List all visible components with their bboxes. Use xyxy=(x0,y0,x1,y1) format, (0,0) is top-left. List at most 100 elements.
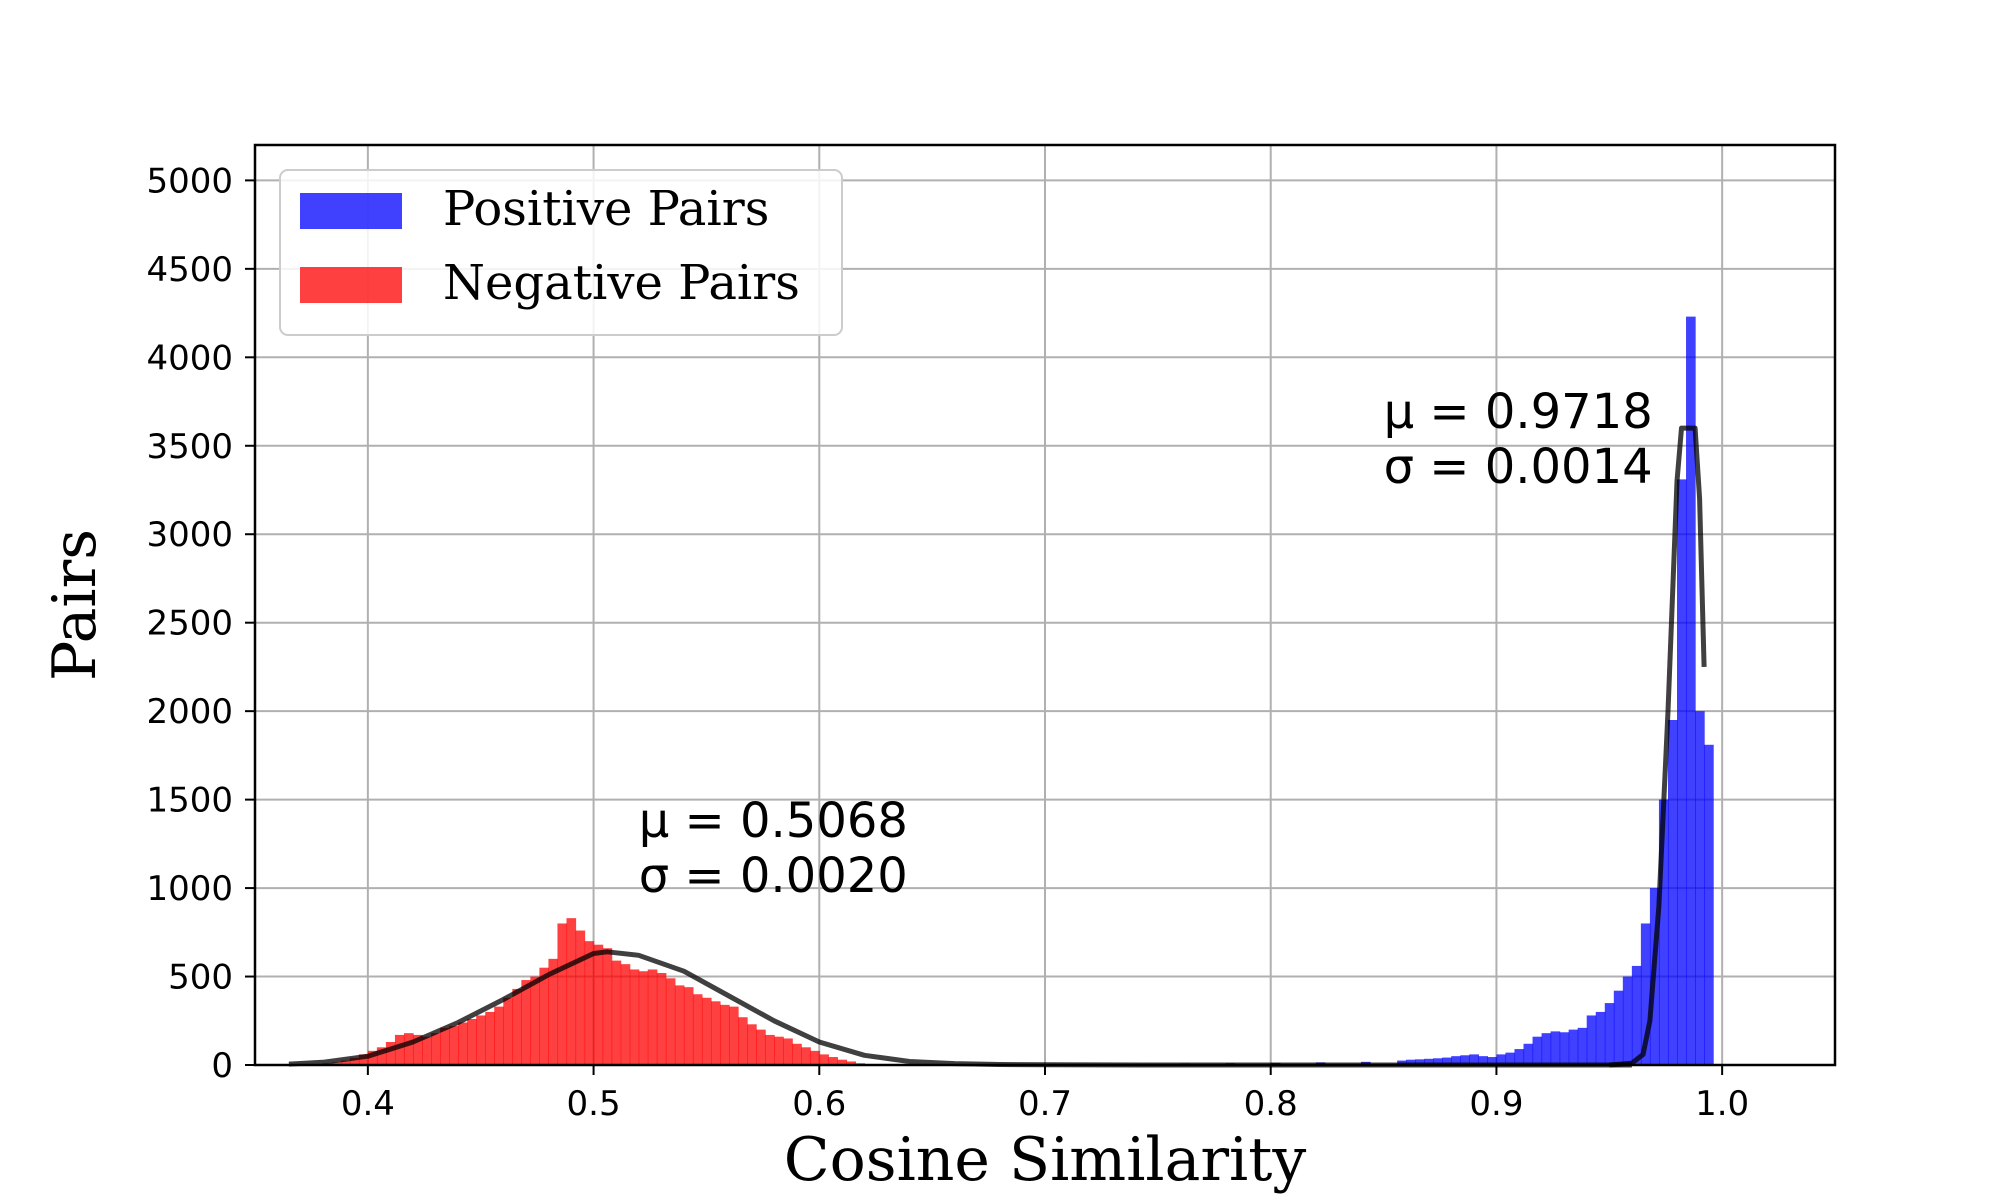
negative-pairs-bar xyxy=(467,1019,477,1065)
negative-pairs-bar xyxy=(548,958,559,1065)
negative-pairs-bar xyxy=(828,1057,838,1065)
positive-pairs-bar xyxy=(1505,1052,1516,1065)
y-tick-label: 5000 xyxy=(146,161,233,201)
negative-pairs-bar xyxy=(385,1042,396,1065)
negative-pairs-bar xyxy=(729,1006,739,1065)
positive-pairs-bar xyxy=(1658,799,1669,1065)
positive-pairs-bar xyxy=(1532,1036,1543,1065)
positive-pairs-bar xyxy=(1640,923,1651,1065)
legend-label-negative: Negative Pairs xyxy=(443,255,800,311)
positive-pairs-bar xyxy=(1667,720,1678,1065)
negative-pairs-bar xyxy=(783,1038,793,1065)
negative-pairs-bar xyxy=(557,923,568,1065)
negative-pairs-bar xyxy=(819,1054,829,1065)
positive-pairs-bar xyxy=(1442,1057,1452,1065)
positive-pairs-bar xyxy=(1469,1054,1479,1065)
y-tick-label: 3500 xyxy=(146,427,233,467)
positive-pairs-bar xyxy=(1677,479,1687,1065)
histogram-bars xyxy=(313,316,1714,1066)
negative-pairs-bar xyxy=(638,971,649,1065)
y-tick-label: 4500 xyxy=(146,250,233,290)
positive-pairs-bar xyxy=(1695,711,1705,1065)
grid-lines xyxy=(255,145,1835,1066)
negative-pairs-bar xyxy=(431,1033,441,1065)
positive-pairs-bar xyxy=(1451,1056,1461,1065)
y-axis-title: Pairs xyxy=(40,529,110,681)
positive-pairs-bar xyxy=(1622,976,1633,1065)
positive-pairs-bar xyxy=(1514,1049,1525,1065)
x-axis-title: Cosine Similarity xyxy=(784,1125,1307,1195)
negative-pairs-bar xyxy=(403,1033,414,1065)
y-tick-label: 500 xyxy=(168,958,233,998)
positive-pairs-bar xyxy=(1541,1033,1552,1065)
negative-pairs-bar xyxy=(485,1011,495,1065)
negative-pairs-bar xyxy=(575,930,586,1065)
positive-pairs-bar xyxy=(1613,990,1624,1065)
negative-pairs-bar xyxy=(376,1047,387,1065)
positive-pairs-bar xyxy=(1478,1056,1488,1065)
y-tick-label: 3000 xyxy=(146,515,233,555)
negative-pairs-bar xyxy=(566,918,577,1065)
negative-pairs-bar xyxy=(494,1006,504,1065)
negative-pairs-bar xyxy=(367,1050,378,1065)
positive-pairs-bar xyxy=(1686,316,1696,1066)
positive-pairs-bar xyxy=(1460,1055,1470,1065)
negative-pairs-bar xyxy=(449,1026,459,1065)
positive-pairs-bar xyxy=(1424,1058,1434,1065)
x-tick-label: 0.7 xyxy=(1018,1084,1072,1124)
negative-pairs-bar xyxy=(647,969,658,1065)
negative-pairs-bar xyxy=(440,1027,450,1065)
y-tick-label: 1000 xyxy=(146,869,233,909)
positive-pairs-bar xyxy=(1704,744,1714,1065)
positive-pairs-bar xyxy=(1595,1011,1606,1065)
negative-pairs-bar xyxy=(611,960,622,1065)
y-tick-label: 4000 xyxy=(146,338,233,378)
y-tick-label: 2500 xyxy=(146,604,233,644)
positive-fit-curve xyxy=(1609,425,1707,1068)
negative-pairs-bar xyxy=(602,948,613,1065)
negative-pairs-bar xyxy=(593,944,604,1065)
positive-pairs-bar xyxy=(1487,1057,1498,1065)
x-tick-label: 0.9 xyxy=(1469,1084,1523,1124)
legend-swatch-positive xyxy=(300,193,402,229)
negative-pairs-bar xyxy=(846,1061,856,1065)
negative-pairs-bar xyxy=(358,1054,369,1065)
negative-pairs-bar xyxy=(394,1034,405,1065)
negative-pairs-bar xyxy=(756,1029,766,1065)
negative-pairs-bar xyxy=(476,1015,486,1065)
positive-pairs-bar xyxy=(1604,1003,1615,1065)
positive-pairs-bar xyxy=(1523,1043,1534,1065)
positive-pairs-bar xyxy=(1586,1015,1597,1065)
positive-pairs-bar xyxy=(1559,1032,1570,1065)
positive-pairs-bar xyxy=(1631,965,1642,1065)
fit-annotation-std: σ = 0.0014 xyxy=(1384,439,1653,495)
x-tick-label: 0.6 xyxy=(792,1084,846,1124)
negative-pairs-bar xyxy=(503,997,513,1065)
negative-pairs-bar xyxy=(539,967,550,1065)
positive-pairs-bar xyxy=(1433,1058,1443,1065)
y-tick-label: 1500 xyxy=(146,781,233,821)
negative-pairs-bar xyxy=(738,1017,748,1065)
axis-ticks: 0.4 0.5 0.6 0.7 0.8 0.9 1.0 0 500 1000 1500 2000 250… xyxy=(146,161,1749,1124)
legend-box xyxy=(279,169,843,336)
negative-pairs-bar xyxy=(792,1043,802,1065)
negative-pairs-bar xyxy=(801,1047,811,1065)
negative-pairs-bar xyxy=(719,1004,730,1065)
negative-pairs-bar xyxy=(629,969,640,1065)
positive-pairs-bar xyxy=(1550,1031,1561,1065)
positive-pairs-bar xyxy=(1406,1059,1416,1065)
fit-annotation-std: σ = 0.0020 xyxy=(639,848,908,904)
negative-pairs-bar xyxy=(422,1036,432,1065)
negative-pairs-bar xyxy=(458,1022,468,1065)
x-tick-label: 1.0 xyxy=(1695,1084,1749,1124)
negative-pairs-bar xyxy=(837,1059,847,1065)
y-tick-label: 2000 xyxy=(146,692,233,732)
negative-pairs-bar xyxy=(810,1050,820,1065)
x-tick-label: 0.8 xyxy=(1244,1084,1298,1124)
positive-pairs-bar xyxy=(1577,1027,1588,1065)
negative-pairs-bar xyxy=(665,978,676,1065)
y-tick-label: 0 xyxy=(211,1046,233,1086)
negative-pairs-bar xyxy=(620,964,631,1065)
